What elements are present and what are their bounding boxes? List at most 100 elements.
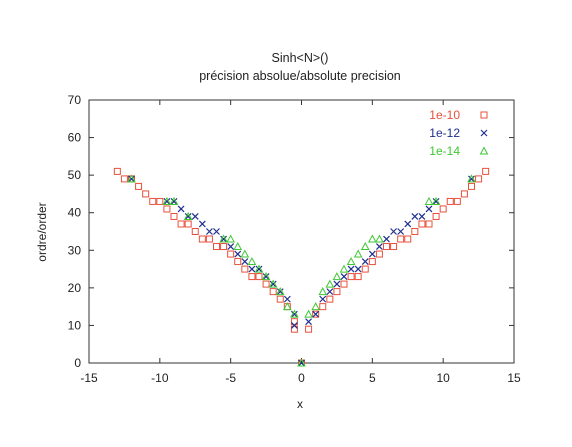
data-point (404, 220, 412, 228)
y-tick-label: 30 (68, 243, 82, 257)
data-point (333, 288, 341, 296)
data-point (326, 288, 334, 296)
data-point (184, 213, 192, 220)
data-point (262, 280, 270, 288)
data-point (255, 265, 263, 273)
data-point (354, 273, 362, 281)
data-point (184, 220, 192, 228)
data-point (170, 212, 178, 220)
data-point (339, 264, 349, 273)
data-point (297, 358, 306, 367)
data-point (170, 198, 178, 205)
legend-marker (480, 129, 488, 137)
data-point (311, 302, 321, 311)
data-point (113, 167, 121, 175)
data-point (213, 243, 220, 251)
data-point (346, 257, 356, 266)
chart-title: Sinh<N>() (272, 51, 329, 65)
data-point (431, 196, 441, 205)
data-point (354, 265, 362, 273)
data-point (305, 318, 313, 326)
legend-label: 1e-14 (429, 144, 460, 158)
data-point (205, 235, 213, 243)
data-point (368, 250, 376, 258)
data-point (183, 211, 193, 220)
data-point (227, 250, 235, 258)
data-point (220, 243, 228, 251)
data-point (247, 257, 257, 266)
series-1 (128, 175, 475, 367)
data-point (304, 309, 313, 318)
data-point (240, 249, 250, 258)
data-point (156, 197, 164, 205)
x-tick-label: -10 (151, 371, 169, 385)
data-point (241, 258, 249, 265)
data-point (248, 273, 256, 281)
data-point (319, 303, 327, 311)
data-point (312, 310, 320, 318)
data-point (234, 258, 242, 266)
data-point (120, 175, 128, 183)
data-point (353, 249, 363, 258)
data-point (383, 235, 390, 243)
data-point (439, 205, 447, 213)
data-point (177, 220, 185, 228)
legend-marker (479, 146, 489, 155)
chart-subtitle: précision absolue/absolute precision (199, 69, 401, 83)
x-tick-label: -5 (225, 371, 236, 385)
data-point (325, 279, 335, 288)
data-point (268, 279, 278, 288)
data-points (113, 167, 490, 367)
data-point (446, 197, 454, 205)
data-point (368, 258, 376, 266)
y-tick-label: 40 (68, 206, 82, 220)
data-point (305, 325, 313, 333)
data-point (283, 295, 291, 303)
data-point (312, 310, 320, 318)
data-point (360, 241, 370, 251)
data-point (340, 280, 348, 288)
data-point (254, 264, 264, 273)
axis-ticks (88, 99, 515, 364)
data-point (453, 197, 461, 205)
data-point (432, 198, 440, 205)
data-point (375, 250, 383, 258)
data-point (397, 235, 405, 243)
data-point (383, 243, 390, 251)
data-point (319, 295, 327, 303)
y-tick-label: 70 (68, 93, 82, 107)
data-point (276, 288, 284, 296)
data-point (326, 295, 334, 303)
data-point (213, 228, 220, 235)
data-point (205, 228, 213, 235)
data-point (375, 243, 383, 250)
data-point (390, 228, 398, 235)
data-point (361, 258, 369, 265)
data-point (169, 196, 179, 205)
x-tick-label: 10 (436, 371, 450, 385)
data-point (262, 273, 270, 281)
data-point (418, 220, 426, 228)
data-point (269, 288, 277, 296)
data-point (290, 310, 298, 318)
data-point (227, 243, 235, 250)
data-point (162, 196, 172, 205)
x-tick-label: 15 (507, 371, 521, 385)
data-point (177, 205, 185, 213)
x-tick-label: 0 (298, 371, 305, 385)
data-point (411, 213, 419, 220)
data-point (275, 287, 285, 296)
data-point (298, 359, 305, 367)
data-point (411, 228, 419, 235)
data-point (282, 302, 292, 311)
data-point (261, 272, 271, 281)
data-point (191, 228, 199, 235)
data-point (397, 228, 405, 235)
data-point (347, 265, 355, 273)
data-point (425, 205, 433, 213)
data-point (332, 272, 342, 281)
data-point (255, 273, 263, 281)
data-point (340, 273, 348, 281)
